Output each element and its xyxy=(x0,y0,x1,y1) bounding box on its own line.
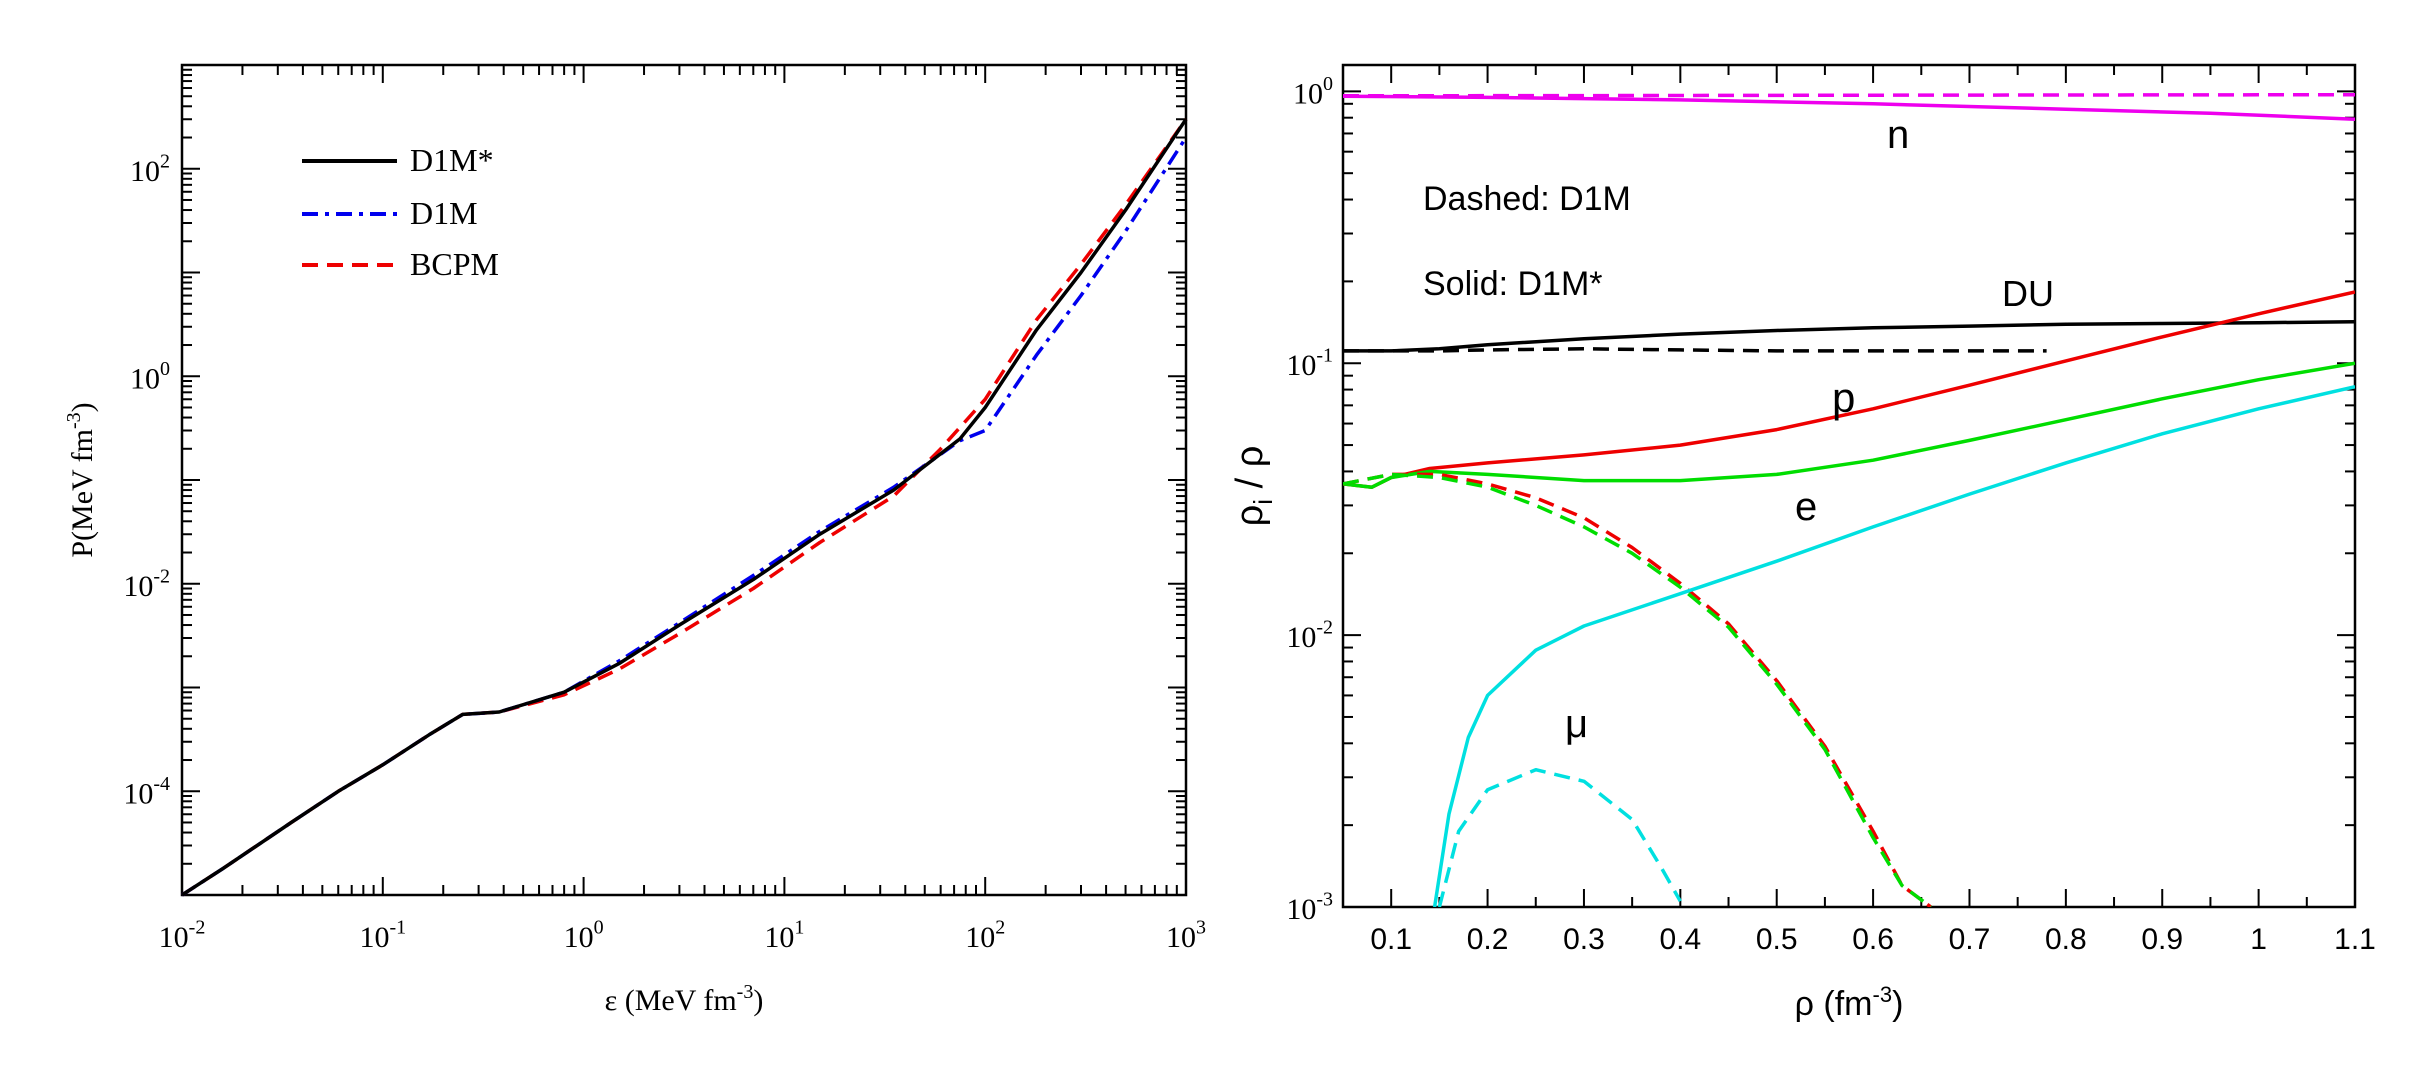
right-x-tick-label: 0.8 xyxy=(2045,923,2087,956)
right-x-tick-label: 0.6 xyxy=(1852,923,1894,956)
left-y-tick-label: 100 xyxy=(130,358,170,396)
left-y-tick-label: 10-4 xyxy=(123,773,170,811)
left-x-tick-label: 100 xyxy=(564,917,604,955)
right-y-axis-label: ρi / ρ xyxy=(1229,446,1278,527)
annotation-p: p xyxy=(1832,374,1855,421)
left-y-tick-label: 102 xyxy=(130,150,170,188)
right-series-n-d1m xyxy=(1343,92,2355,98)
left-panel: 10-2 10-1 100 101 102 103 10-4 10-2 100 102 ε (Me… xyxy=(63,63,1206,1017)
legend-label-d1m-star: D1M* xyxy=(410,142,494,178)
right-x-tick-label: 0.3 xyxy=(1563,923,1605,956)
right-panel: 0.1 0.2 0.3 0.4 0.5 0.6 0.7 0.8 0.9 1 1.1 10-3 10-2 1… xyxy=(1229,63,2376,1023)
right-plot-frame xyxy=(1341,63,2357,909)
right-x-tick-label: 1.1 xyxy=(2334,923,2376,956)
left-x-tick-label: 10-1 xyxy=(359,917,406,955)
left-x-tick-label: 103 xyxy=(1166,917,1206,955)
right-x-tick-label: 0.5 xyxy=(1756,923,1798,956)
right-series-mu-d1m xyxy=(1437,767,1682,907)
left-x-axis-label: ε (MeV fm-3) xyxy=(605,981,764,1017)
annotation-dashed-note: Dashed: D1M xyxy=(1423,180,1631,218)
right-series-e-d1m xyxy=(1343,472,1932,907)
left-x-tick-label: 101 xyxy=(764,917,804,955)
right-x-tick-label: 0.4 xyxy=(1659,923,1701,956)
annotation-e: e xyxy=(1795,485,1817,529)
right-x-tick-label: 0.1 xyxy=(1370,923,1412,956)
right-series-du-d1m- xyxy=(1343,320,2355,353)
left-x-tick-label: 102 xyxy=(965,917,1005,955)
right-series-p-d1m xyxy=(1343,472,1932,907)
right-x-tick-label: 0.7 xyxy=(1949,923,1991,956)
annotation-solid-note: Solid: D1M* xyxy=(1423,265,1603,303)
left-y-axis-label: P(MeV fm-3) xyxy=(63,402,99,557)
left-series-d1m xyxy=(181,136,1188,897)
right-x-tick-label: 0.2 xyxy=(1467,923,1509,956)
right-y-tick-label: 10-1 xyxy=(1286,345,1333,383)
right-series-n-d1m- xyxy=(1343,94,2355,121)
right-x-axis-label: ρ (fm-3) xyxy=(1795,982,1904,1023)
right-x-tick-label: 1 xyxy=(2250,923,2267,956)
annotation-mu: μ xyxy=(1565,702,1588,746)
right-y-tick-label: 10-2 xyxy=(1286,617,1333,655)
left-plot-frame xyxy=(180,63,1188,897)
annotation-n: n xyxy=(1887,113,1909,157)
right-y-tick-label: 100 xyxy=(1293,73,1333,111)
left-series-bcpm xyxy=(181,118,1188,897)
legend-label-d1m: D1M xyxy=(410,195,478,231)
right-x-tick-label: 0.9 xyxy=(2141,923,2183,956)
right-series-mu-d1m- xyxy=(1432,384,2355,907)
legend-label-bcpm: BCPM xyxy=(410,246,499,282)
right-series-du-d1m xyxy=(1343,347,2047,353)
left-x-tick-label: 10-2 xyxy=(159,917,206,955)
right-y-tick-label: 10-3 xyxy=(1286,889,1333,927)
left-legend: D1M* D1M BCPM xyxy=(302,142,499,282)
left-series-d1m- xyxy=(181,118,1188,897)
left-y-tick-label: 10-2 xyxy=(123,565,170,603)
annotation-du: DU xyxy=(2002,273,2054,314)
